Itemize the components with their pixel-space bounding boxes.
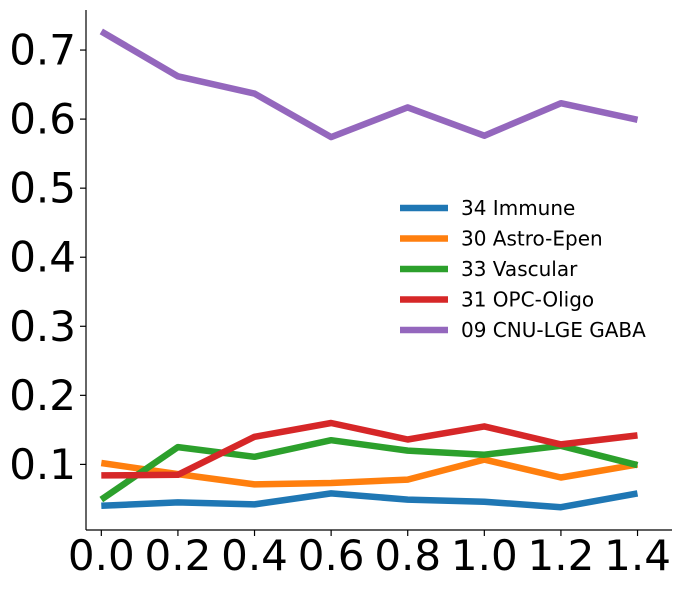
legend-label: 09 CNU-LGE GABA bbox=[461, 318, 646, 342]
x-tick-label: 0.4 bbox=[221, 531, 288, 580]
x-tick-label: 0.0 bbox=[68, 531, 135, 580]
legend-label: 34 Immune bbox=[461, 196, 575, 220]
series-line-0 bbox=[101, 490, 639, 511]
series-line-3 bbox=[101, 419, 638, 479]
y-tick-label: 0.4 bbox=[9, 233, 76, 282]
x-tick-label: 1.0 bbox=[451, 531, 518, 580]
series-layer bbox=[99, 28, 639, 511]
y-tick-label: 0.3 bbox=[9, 302, 76, 351]
x-tick-label: 0.2 bbox=[145, 531, 212, 580]
y-tick-label: 0.7 bbox=[9, 26, 76, 75]
legend-label: 33 Vascular bbox=[461, 257, 578, 281]
x-tick-label: 0.6 bbox=[298, 531, 365, 580]
series-line-1 bbox=[100, 456, 639, 488]
series-line-4 bbox=[99, 28, 639, 141]
y-tick-label: 0.1 bbox=[9, 440, 76, 489]
series-line-2 bbox=[99, 436, 639, 503]
x-tick-label: 1.2 bbox=[528, 531, 595, 580]
x-tick-label: 0.8 bbox=[374, 531, 441, 580]
y-tick-label: 0.6 bbox=[9, 95, 76, 144]
axes: 0.10.20.30.40.50.60.70.0 0.2 0.4 0.6 0.8 1.0 1… bbox=[9, 10, 672, 580]
legend-label: 31 OPC-Oligo bbox=[461, 288, 594, 312]
x-tick-label: 1.4 bbox=[604, 531, 671, 580]
legend-label: 30 Astro-Epen bbox=[461, 227, 603, 251]
legend: 34 Immune 30 Astro-Epen 33 Vascular 31 OPC-… bbox=[400, 196, 646, 342]
y-tick-label: 0.2 bbox=[9, 371, 76, 420]
y-tick-label: 0.5 bbox=[9, 164, 76, 213]
